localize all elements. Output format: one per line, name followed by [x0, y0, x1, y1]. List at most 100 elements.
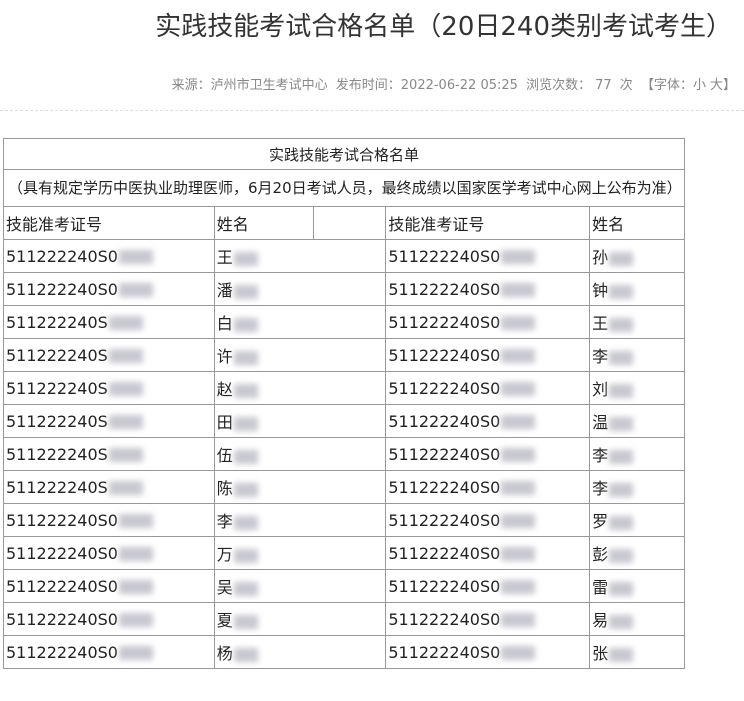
redaction	[501, 448, 536, 462]
redaction	[108, 481, 143, 495]
redaction	[609, 350, 634, 365]
header-cell: 技能准考证号	[385, 206, 591, 240]
id-cell: 511222240S0	[3, 272, 215, 306]
cell-text: 吴	[216, 578, 233, 597]
cell-text: 许	[216, 347, 233, 366]
redaction	[118, 547, 153, 561]
font-open: 【字体：	[640, 78, 693, 93]
name-cell: 万	[213, 536, 387, 570]
id-cell: 511222240S0	[385, 305, 591, 339]
redaction	[233, 548, 258, 563]
id-cell: 511222240S0	[385, 536, 591, 570]
redaction	[609, 614, 634, 629]
name-cell: 李	[213, 503, 387, 537]
redaction	[108, 415, 143, 429]
data-row: 511222240S0 夏 511222240S0 易	[3, 602, 685, 636]
cell-text: 王	[592, 314, 609, 333]
redaction	[233, 416, 258, 431]
redaction	[501, 316, 536, 330]
redaction	[501, 646, 536, 660]
cell-text: 511222240S0	[388, 609, 501, 629]
cell-text: 王	[216, 248, 233, 267]
id-cell: 511222240S0	[385, 404, 591, 438]
redaction	[233, 350, 258, 365]
id-cell: 511222240S	[3, 437, 215, 471]
redaction	[609, 581, 634, 596]
cell-text: 彭	[592, 545, 609, 564]
redaction	[609, 416, 634, 431]
name-cell: 雷	[589, 569, 685, 603]
header-cell	[312, 206, 387, 240]
cell-text: 赵	[216, 380, 233, 399]
views: 77	[595, 78, 612, 93]
data-row: 511222240S0 王 511222240S0 孙	[3, 239, 685, 273]
redaction	[108, 349, 143, 363]
cell-text: 李	[592, 479, 609, 498]
data-row: 511222240S 田 511222240S0 温	[3, 404, 685, 438]
cell-text: 夏	[216, 611, 233, 630]
cell-text: 511222240S0	[6, 543, 118, 563]
cell-text: 杨	[216, 644, 233, 663]
id-cell: 511222240S0	[385, 437, 591, 471]
source: 来源：泸州市卫生考试中心	[171, 78, 328, 93]
cell-text: 511222240S0	[6, 246, 118, 266]
id-cell: 511222240S0	[385, 470, 591, 504]
data-row: 511222240S 赵 511222240S0 刘	[3, 371, 685, 405]
redaction	[118, 250, 153, 264]
redaction	[233, 284, 258, 299]
data-row: 511222240S0 潘 511222240S0 钟	[3, 272, 685, 306]
redaction	[609, 383, 634, 398]
cell-text: 伍	[216, 446, 233, 465]
font-close: 】	[722, 78, 736, 93]
name-cell: 温	[589, 404, 685, 438]
id-cell: 511222240S0	[385, 602, 591, 636]
redaction	[233, 251, 258, 266]
cell-text: 511222240S0	[6, 510, 118, 530]
redaction	[609, 647, 634, 662]
name-cell: 夏	[213, 602, 387, 636]
name-cell: 易	[589, 602, 685, 636]
font-small[interactable]: 小	[692, 78, 706, 93]
header-cell: 技能准考证号	[3, 206, 215, 240]
name-cell: 伍	[213, 437, 387, 471]
redaction	[118, 514, 153, 528]
cell-text: 511222240S0	[6, 642, 118, 662]
redaction	[233, 317, 258, 332]
cell-text: 李	[592, 347, 609, 366]
data-row: 511222240S 伍 511222240S0 李	[3, 437, 685, 471]
cell-text: 511222240S0	[6, 279, 118, 299]
data-row: 511222240S0 万 511222240S0 彭	[3, 536, 685, 570]
redaction	[233, 482, 258, 497]
cell-text: 511222240S0	[388, 642, 501, 662]
font-large[interactable]: 大	[709, 78, 723, 93]
cell-text: 511222240S0	[388, 378, 501, 398]
cell-text: 511222240S	[6, 444, 108, 464]
redaction	[118, 646, 153, 660]
cell-text: 万	[216, 545, 233, 564]
cell-text: 张	[592, 644, 609, 663]
id-cell: 511222240S0	[385, 569, 591, 603]
cell-text: 511222240S	[6, 378, 108, 398]
cell-text: 511222240S0	[6, 576, 118, 596]
name-cell: 刘	[589, 371, 685, 405]
name-cell: 李	[589, 470, 685, 504]
id-cell: 511222240S	[3, 338, 215, 372]
id-cell: 511222240S0	[385, 272, 591, 306]
data-row: 511222240S0 杨 511222240S0 张	[3, 635, 685, 669]
header-row: 技能准考证号 姓名 技能准考证号 姓名	[3, 206, 685, 240]
result-table: 实践技能考试合格名单 （具有规定学历中医执业助理医师，6月20日考试人员，最终成绩…	[3, 138, 685, 669]
data-row: 511222240S0 吴 511222240S0 雷	[3, 569, 685, 603]
name-cell: 罗	[589, 503, 685, 537]
redaction	[233, 614, 258, 629]
redaction	[501, 349, 536, 363]
redaction	[609, 317, 634, 332]
name-cell: 许	[213, 338, 387, 372]
redaction	[108, 316, 143, 330]
cell-text: 511222240S0	[388, 510, 501, 530]
id-cell: 511222240S0	[3, 503, 215, 537]
redaction	[609, 482, 634, 497]
data-row: 511222240S 陈 511222240S0 李	[3, 470, 685, 504]
redaction	[108, 448, 143, 462]
note: （具有规定学历中医执业助理医师，6月20日考试人员，最终成绩以国家医学考试中心网…	[3, 169, 685, 207]
